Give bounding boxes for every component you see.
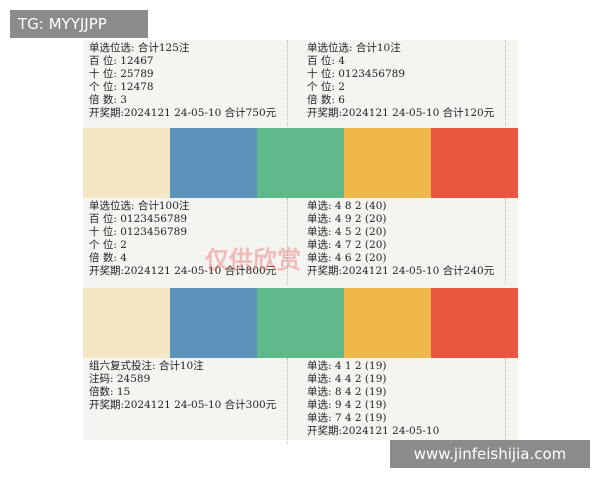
ticket-line: 个 位: 2 <box>89 239 127 251</box>
color-band <box>83 128 518 198</box>
ticket-line: 十 位: 25789 <box>89 68 154 80</box>
ticket-line: 开奖期:2024121 24-05-10 合计120元 <box>307 107 495 119</box>
ticket-line: 十 位: 0123456789 <box>89 226 188 238</box>
ticket-line: 百 位: 0123456789 <box>89 213 188 225</box>
ticket-line: 个 位: 2 <box>307 81 345 93</box>
ticket-line: 开奖期:2024121 24-05-10 合计240元 <box>307 265 495 277</box>
ticket-line: 百 位: 4 <box>307 55 345 67</box>
tag-label: TG: MYYJJPP <box>10 10 148 38</box>
ticket-line: 个 位: 12478 <box>89 81 154 93</box>
ticket-line: 单选位选: 合计100注 <box>89 200 190 212</box>
ticket-line: 单选: 4 8 2 (40) <box>307 200 387 212</box>
ticket: 单选位选: 合计125注百 位: 12467 十 位: 25789 个 位: 124… <box>83 40 288 126</box>
ticket-line: 开奖期:2024121 24-05-10 <box>307 425 440 437</box>
ticket-line: 单选: 8 4 2 (19) <box>307 386 387 398</box>
color-band <box>83 288 518 358</box>
ticket-line: 组六复式投注: 合计10注 <box>89 360 204 372</box>
watermark: 仅供欣赏 <box>205 246 301 274</box>
ticket-line: 单选: 4 1 2 (19) <box>307 360 387 372</box>
ticket-line: 单选: 4 4 2 (19) <box>307 373 387 385</box>
ticket-line: 倍数: 15 <box>89 386 131 398</box>
ticket: 单选位选: 合计100注百 位: 0123456789 十 位: 01234567… <box>83 198 288 284</box>
ticket-line: 单选: 4 7 2 (20) <box>307 239 387 251</box>
ticket-line: 倍 数: 6 <box>307 94 345 106</box>
ticket-line: 开奖期:2024121 24-05-10 合计800元 <box>89 265 277 277</box>
ticket-photo: 单选位选: 合计125注百 位: 12467 十 位: 25789 个 位: 124… <box>83 40 518 444</box>
url-label: www.jinfeishijia.com <box>390 440 590 468</box>
ticket: 单选: 4 8 2 (40) 单选: 4 9 2 (20) 单选: 4 5 2 (2… <box>301 198 506 284</box>
ticket-line: 单选: 4 5 2 (20) <box>307 226 387 238</box>
ticket-line: 单选位选: 合计10注 <box>307 42 401 54</box>
ticket-line: 开奖期:2024121 24-05-10 合计300元 <box>89 399 277 411</box>
ticket-line: 开奖期:2024121 24-05-10 合计750元 <box>89 107 277 119</box>
ticket: 单选: 4 1 2 (19) 单选: 4 4 2 (19) 单选: 8 4 2 (1… <box>301 358 506 444</box>
ticket-line: 单选: 7 4 2 (19) <box>307 412 387 424</box>
ticket-line: 百 位: 12467 <box>89 55 154 67</box>
ticket-line: 单选: 4 6 2 (20) <box>307 252 387 264</box>
ticket-line: 倍 数: 4 <box>89 252 127 264</box>
ticket-line: 倍 数: 3 <box>89 94 127 106</box>
ticket-line: 单选: 4 9 2 (20) <box>307 213 387 225</box>
ticket-line: 十 位: 0123456789 <box>307 68 406 80</box>
ticket: 组六复式投注: 合计10注 注码: 24589 倍数: 15 开奖期:2024121 … <box>83 358 288 444</box>
ticket-line: 单选位选: 合计125注 <box>89 42 190 54</box>
ticket-line: 单选: 9 4 2 (19) <box>307 399 387 411</box>
ticket-line: 注码: 24589 <box>89 373 151 385</box>
